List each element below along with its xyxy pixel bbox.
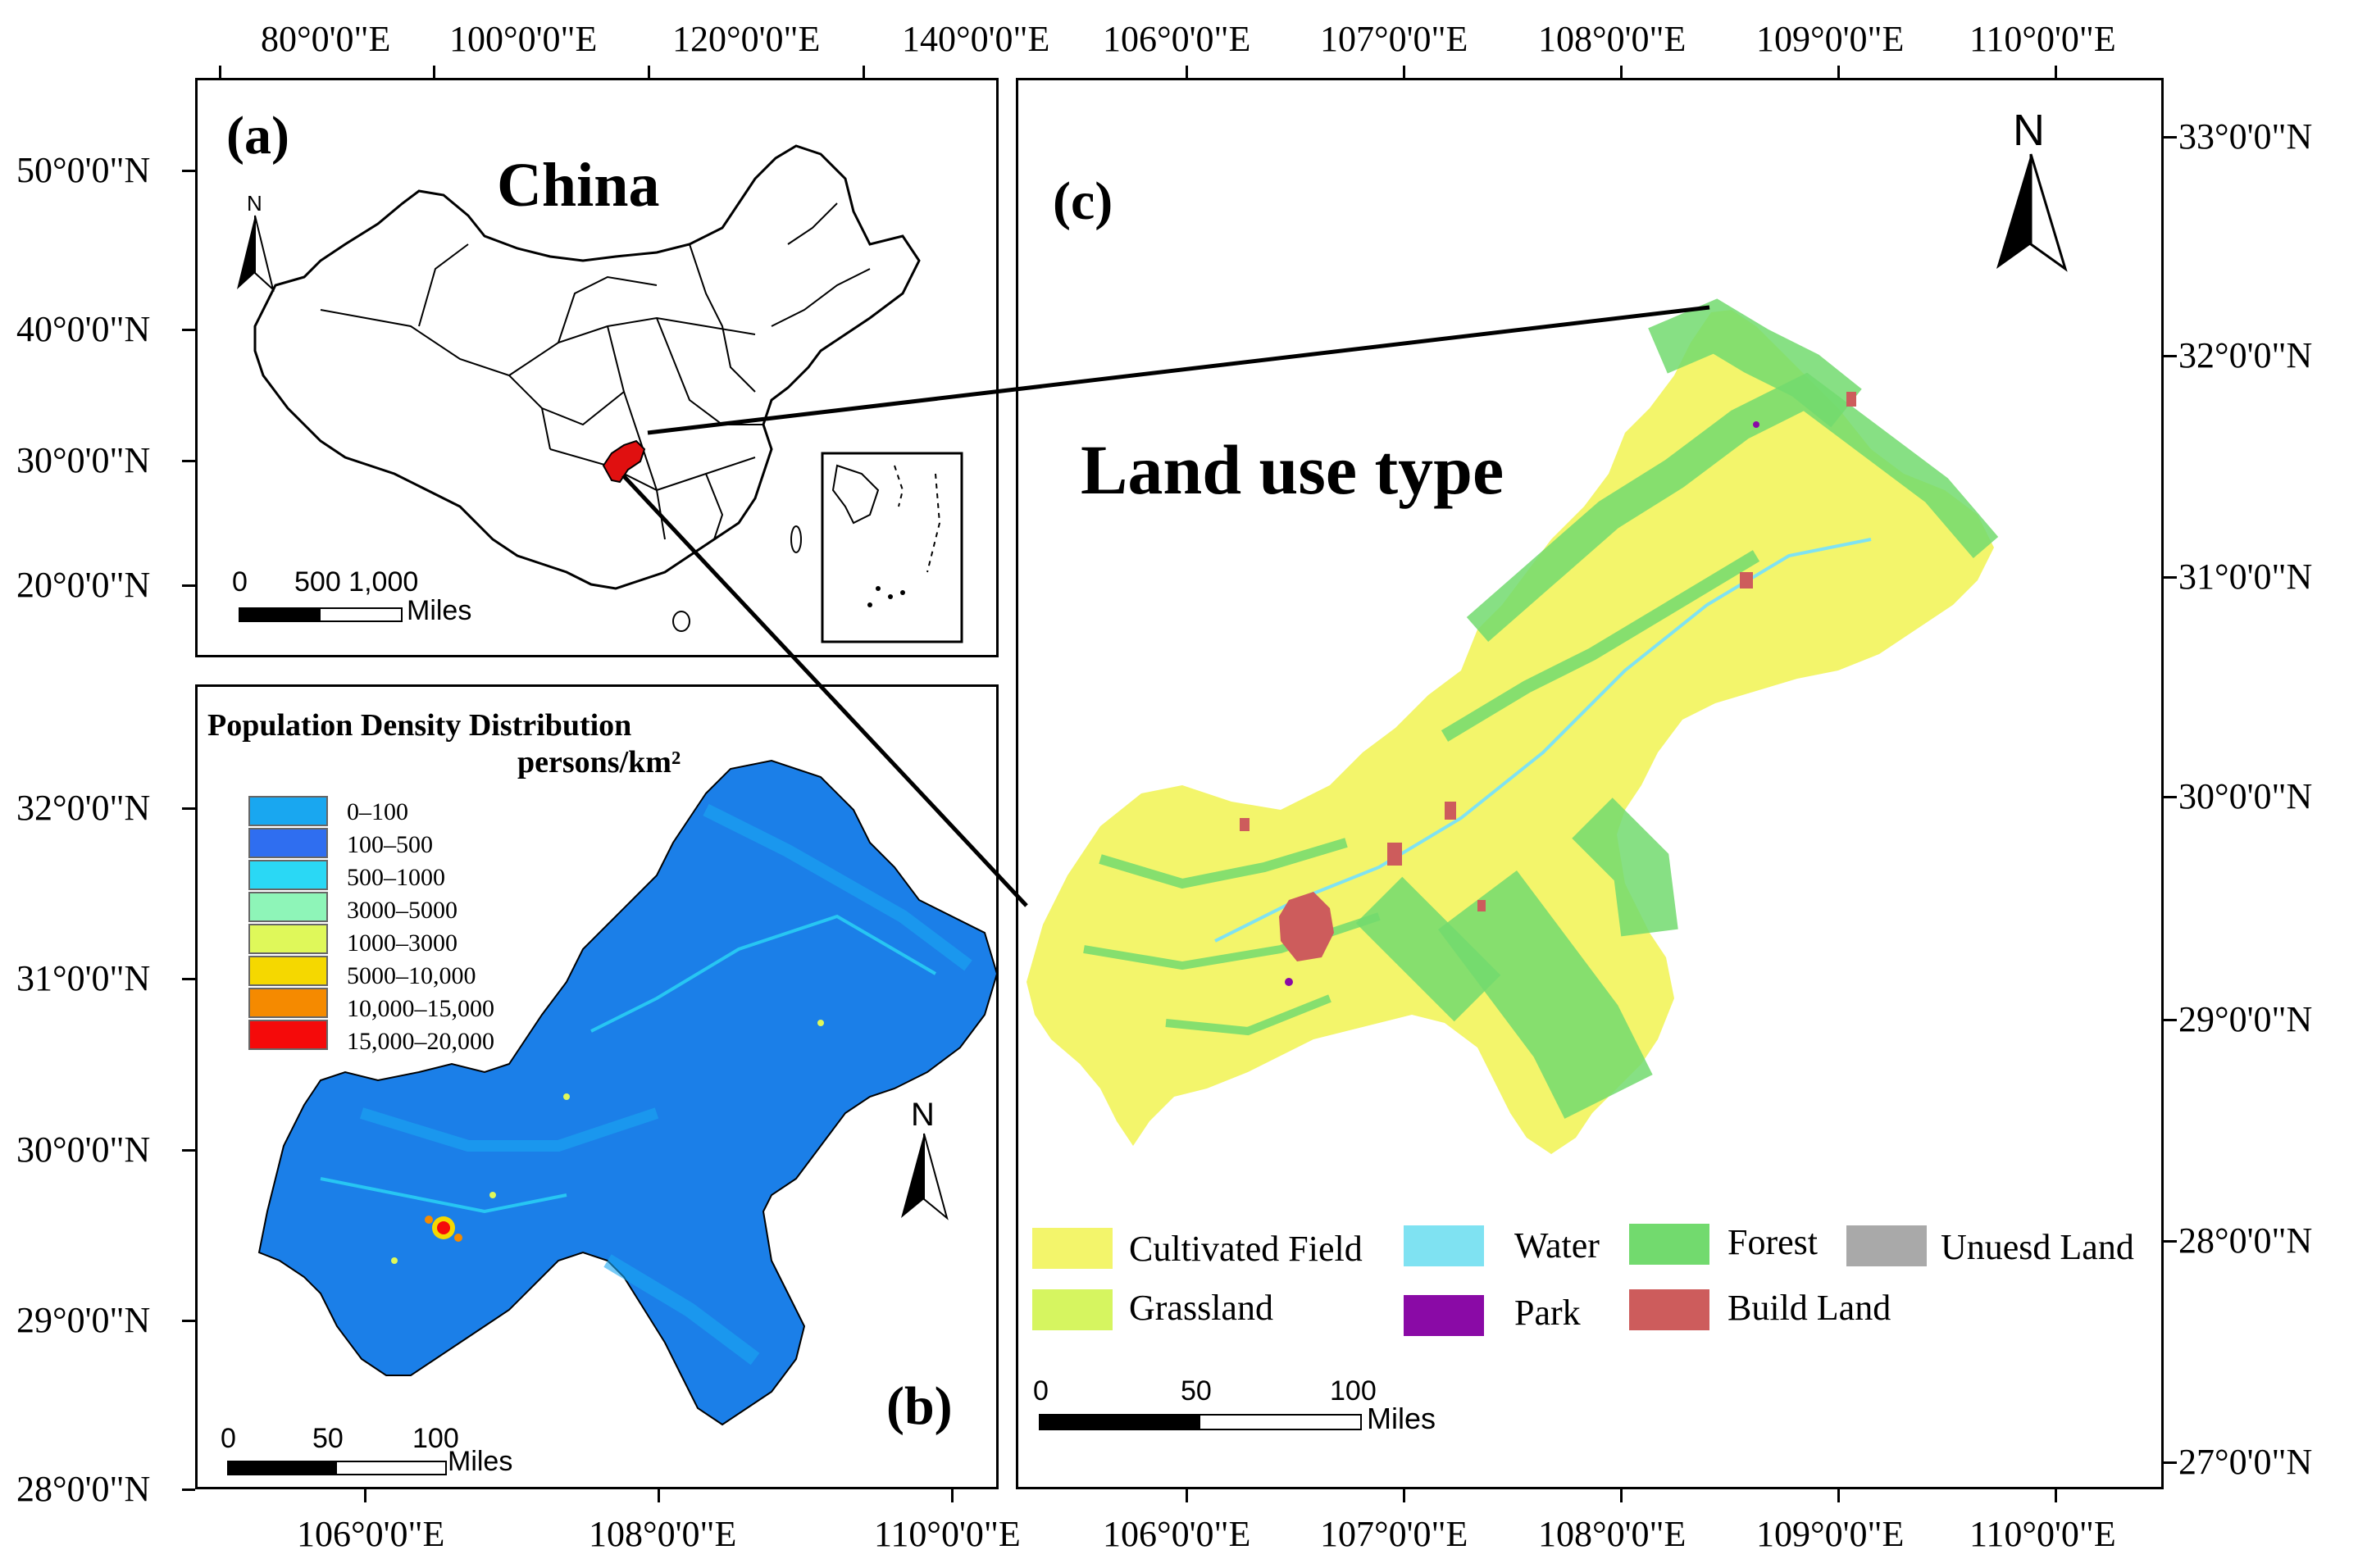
a-top-tick-0: 80°0'0"E [261,19,391,59]
panel-b-scale-unit: Miles [448,1446,513,1477]
legend-label-3: 3000–5000 [347,897,457,924]
legend-swatch-0 [248,796,328,826]
c-bottom-tick-3: 109°0'0"E [1756,1514,1905,1554]
legend-swatch-1 [248,828,328,858]
b-bottom-tick-2: 110°0'0"E [874,1514,1021,1554]
build-land-urban-core [1279,892,1334,961]
legend-label-0: 0–100 [347,798,408,825]
b-bottom-tick-1: 108°0'0"E [589,1514,737,1554]
legend-label-5: 5000–10,000 [347,962,476,989]
legend-swatch-6 [248,988,328,1018]
c-right-tick-1: 32°0'0"N [2178,335,2313,375]
c-top-tick-3: 109°0'0"E [1756,19,1905,59]
a-top-tick-1: 100°0'0"E [449,19,598,59]
population-legend-title: Population Density Distribution [207,708,632,743]
c-bottom-tick-1: 107°0'0"E [1320,1514,1468,1554]
b-left-tick-1: 31°0'0"N [16,958,151,998]
panel-b-scale-tick-2: 100 [412,1423,459,1454]
c-right-tick-2: 31°0'0"N [2178,557,2313,597]
lu-label-forest: Forest [1728,1222,1818,1262]
legend-swatch-3 [248,892,328,922]
c-bottom-tick-2: 108°0'0"E [1538,1514,1687,1554]
panel-c-scale-tick-2: 100 [1330,1375,1377,1407]
legend-label-1: 100–500 [347,831,433,858]
panel-a-china-map: (a) China N 0 500 1,000 Miles [195,78,999,657]
panel-b-label: (b) [886,1376,953,1436]
c-bottom-tick-4: 110°0'0"E [1969,1514,2116,1554]
a-left-tick-1: 40°0'0"N [16,309,151,349]
lu-label-build: Build Land [1728,1288,1891,1328]
panel-b-population-map: Population Density Distribution persons/… [195,684,999,1489]
panel-c-land-use-map: (c) Land use type N Cultivated Field Wat… [1016,78,2164,1489]
b-left-tick-3: 29°0'0"N [16,1300,151,1340]
legend-swatch-7 [248,1020,328,1050]
lu-swatch-cultivated [1032,1228,1113,1269]
legend-label-4: 1000–3000 [347,929,457,957]
panel-b-scale-tick-1: 50 [312,1423,344,1454]
lu-swatch-forest [1629,1224,1709,1265]
a-left-tick-2: 30°0'0"N [16,440,151,480]
panel-b-scale-tick-0: 0 [221,1423,236,1454]
panel-b-scale-bar [227,1461,447,1475]
population-legend-unit: persons/km² [517,745,681,779]
lu-label-grassland: Grassland [1129,1288,1273,1328]
c-top-tick-0: 106°0'0"E [1103,19,1251,59]
lu-swatch-water [1404,1225,1484,1266]
c-right-tick-0: 33°0'0"N [2178,116,2313,157]
c-bottom-tick-0: 106°0'0"E [1103,1514,1251,1554]
panel-c-north-arrow: N [1990,105,2072,277]
c-top-tick-2: 108°0'0"E [1538,19,1687,59]
panel-a-label: (a) [226,106,289,166]
lu-swatch-build [1629,1289,1709,1330]
c-top-tick-1: 107°0'0"E [1320,19,1468,59]
c-right-tick-4: 29°0'0"N [2178,999,2313,1039]
lu-swatch-park [1404,1295,1484,1336]
lu-swatch-grassland [1032,1289,1113,1330]
c-right-tick-3: 30°0'0"N [2178,776,2313,816]
land-use-title: Land use type [1081,430,1504,509]
chongqing-land-use-shape [1027,310,1994,1154]
a-top-tick-3: 140°0'0"E [902,19,1050,59]
legend-label-6: 10,000–15,000 [347,995,494,1022]
legend-swatch-4 [248,924,328,954]
a-left-tick-0: 50°0'0"N [16,150,151,190]
panel-a-north-arrow: N [232,191,281,298]
panel-c-scale-bar [1039,1414,1362,1430]
chongqing-highlight [602,439,646,484]
c-top-tick-4: 110°0'0"E [1969,19,2116,59]
c-right-tick-5: 28°0'0"N [2178,1220,2313,1261]
panel-a-scale-unit: Miles [407,595,472,626]
a-left-tick-3: 20°0'0"N [16,565,151,605]
lu-swatch-unused [1846,1225,1927,1266]
legend-swatch-2 [248,860,328,890]
south-china-sea-inset [821,452,963,643]
chongqing-population-shape [257,759,999,1426]
panel-c-scale-tick-0: 0 [1033,1375,1049,1407]
a-top-tick-2: 120°0'0"E [672,19,821,59]
c-right-tick-6: 27°0'0"N [2178,1442,2313,1482]
panel-a-scale-tick-0: 0 [232,566,248,598]
land-use-map [1027,298,1999,1154]
b-bottom-tick-0: 106°0'0"E [297,1514,445,1554]
b-left-tick-2: 30°0'0"N [16,1129,151,1170]
panel-c-scale-tick-1: 50 [1181,1375,1212,1407]
china-title: China [497,151,660,220]
panel-a-scale-bar [239,607,403,622]
lu-label-park: Park [1514,1293,1581,1333]
panel-c-scale-unit: Miles [1367,1402,1436,1435]
lu-label-water: Water [1514,1225,1600,1266]
lu-label-unused: Unuesd Land [1941,1227,2134,1267]
panel-a-scale-tick-1: 500 1,000 [294,566,419,598]
lu-label-cultivated: Cultivated Field [1129,1229,1363,1269]
panel-c-label: (c) [1053,171,1113,231]
legend-label-2: 500–1000 [347,864,445,891]
legend-swatch-5 [248,956,328,986]
b-left-tick-0: 32°0'0"N [16,788,151,828]
b-left-tick-4: 28°0'0"N [16,1469,151,1509]
panel-b-north-arrow: N [896,1097,954,1228]
legend-label-7: 15,000–20,000 [347,1028,494,1055]
